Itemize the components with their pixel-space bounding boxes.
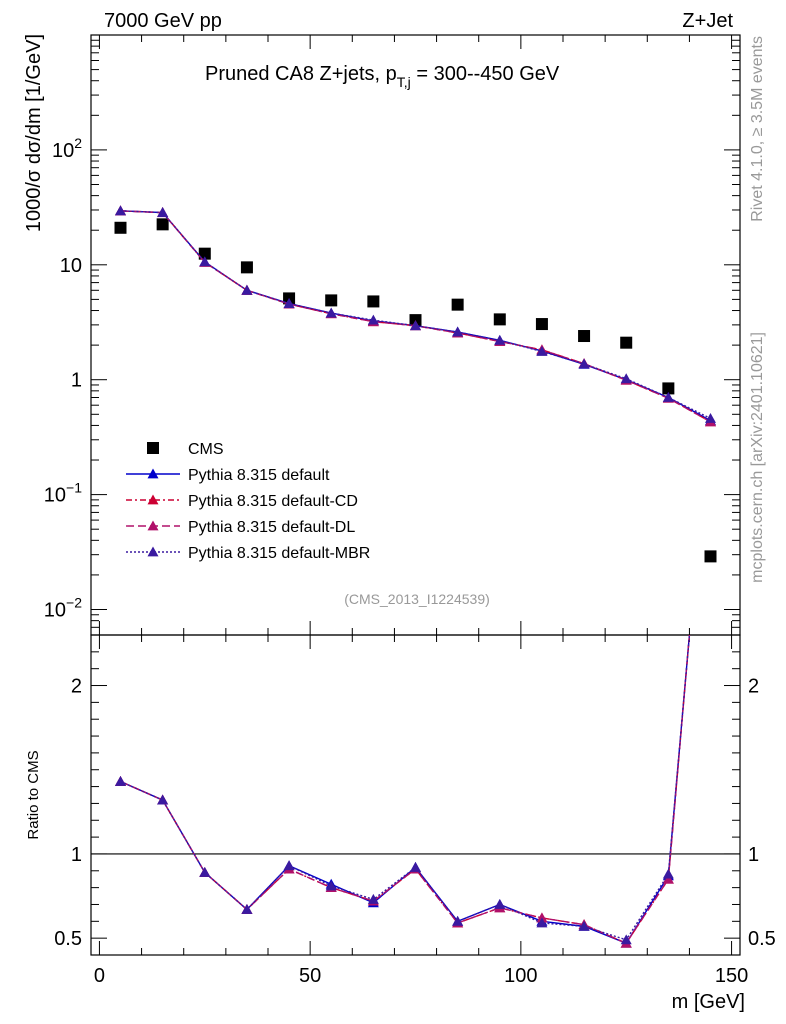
main-y-tick-label: 1 xyxy=(71,370,82,392)
mc-series-marker xyxy=(620,373,632,384)
ratio-y-tick-label: 1 xyxy=(71,844,82,866)
analysis-id-label: (CMS_2013_I1224539) xyxy=(344,591,490,607)
ratio-series-marker xyxy=(199,866,211,877)
legend-label: Pythia 8.315 default-MBR xyxy=(188,545,370,562)
ratio-y-tick-label: 0.5 xyxy=(54,928,82,950)
mc-series-marker xyxy=(367,314,379,325)
mc-series-line xyxy=(120,210,711,420)
mc-series-marker xyxy=(578,358,590,369)
mc-series-marker xyxy=(241,284,253,295)
ratio-y-tick-label-right: 0.5 xyxy=(748,928,776,950)
legend-marker xyxy=(147,546,159,557)
main-panel-series xyxy=(114,205,717,563)
main-y-tick-label: 10−2 xyxy=(44,595,82,622)
main-y-tick-label: 10−1 xyxy=(44,480,82,507)
x-tick-label: 0 xyxy=(94,965,105,987)
mc-series-marker xyxy=(705,412,716,423)
main-plot-title: Pruned CA8 Z+jets, pT,j = 300--450 GeV xyxy=(205,63,560,90)
ratio-series-marker xyxy=(494,898,506,909)
header-right-label: Z+Jet xyxy=(682,10,733,32)
header-left-label: 7000 GeV pp xyxy=(104,10,222,32)
cms-data-point xyxy=(367,295,380,308)
ratio-series-marker xyxy=(578,920,590,931)
mc-series-marker xyxy=(410,320,421,331)
legend-label: Pythia 8.315 default xyxy=(188,467,330,484)
ratio-series-marker xyxy=(283,860,295,871)
ratio-series-marker xyxy=(536,917,548,928)
legend-cms-marker xyxy=(147,442,159,454)
cms-data-point xyxy=(578,330,591,343)
cms-data-point xyxy=(535,318,548,331)
mc-series-marker xyxy=(494,334,506,345)
main-y-tick-label: 10 xyxy=(60,255,82,277)
legend-label: Pythia 8.315 default-CD xyxy=(188,493,358,510)
ratio-series-marker xyxy=(452,915,464,926)
mc-series-marker xyxy=(115,205,126,216)
cms-data-point xyxy=(240,261,253,274)
mc-series-marker xyxy=(662,392,674,402)
legend: CMS Pythia 8.315 default Pythia 8.315 defa… xyxy=(126,441,370,562)
ratio-series-line xyxy=(120,634,691,945)
mc-series-marker xyxy=(452,326,464,337)
legend-marker xyxy=(147,520,159,531)
ratio-y-tick-label-right: 1 xyxy=(748,844,759,866)
cms-data-point xyxy=(493,313,506,326)
ratio-series-marker xyxy=(410,861,421,872)
cms-data-point xyxy=(620,336,633,349)
legend-marker xyxy=(147,494,159,505)
mc-series-marker xyxy=(157,207,169,217)
legend-marker xyxy=(147,468,159,479)
mc-series-marker xyxy=(283,298,295,308)
cms-data-point xyxy=(114,221,127,234)
cms-data-point xyxy=(325,294,338,307)
ratio-panel-series xyxy=(115,634,691,948)
cms-data-point xyxy=(451,298,464,311)
main-y-axis-title: 1000/σ dσ/dm [1/GeV] xyxy=(23,34,45,232)
cms-data-point xyxy=(409,314,422,327)
main-y-tick-label: 102 xyxy=(52,135,82,162)
x-tick-label: 150 xyxy=(715,965,748,987)
x-axis-title: m [GeV] xyxy=(672,991,745,1013)
ratio-y-tick-label: 2 xyxy=(71,676,82,698)
x-tick-label: 50 xyxy=(299,965,321,987)
ratio-y-axis-title: Ratio to CMS xyxy=(25,750,42,839)
cms-data-point xyxy=(198,247,211,260)
rivet-version-text: Rivet 4.1.0, ≥ 3.5M events xyxy=(749,36,766,222)
ratio-series-line xyxy=(120,634,691,945)
ratio-y-tick-label-right: 2 xyxy=(748,676,759,698)
ratio-series-marker xyxy=(115,776,126,786)
legend-label: CMS xyxy=(188,441,224,458)
main-panel-frame: 10−2 10−1 1 10 102 xyxy=(44,34,741,636)
cms-data-point xyxy=(662,382,675,395)
ratio-series-marker xyxy=(325,880,337,891)
ratio-series-line xyxy=(120,634,691,945)
ratio-panel-border xyxy=(90,634,741,956)
ratio-series-marker xyxy=(662,868,674,879)
cms-data-point xyxy=(156,218,169,231)
ratio-series-marker xyxy=(620,934,632,945)
ratio-series-marker xyxy=(662,873,674,884)
ratio-series-line xyxy=(120,634,691,941)
mcplots-reference-text: mcplots.cern.ch [arXiv:2401.10621] xyxy=(749,332,766,583)
ratio-series-marker xyxy=(367,893,379,904)
mc-series-marker xyxy=(536,345,548,356)
ratio-series-marker xyxy=(536,912,548,923)
mc-series-marker xyxy=(199,256,211,267)
x-tick-label: 100 xyxy=(504,965,537,987)
cms-data-point xyxy=(704,550,717,563)
ratio-series-marker xyxy=(157,794,169,805)
ratio-series-marker xyxy=(241,904,253,914)
legend-label: Pythia 8.315 default-DL xyxy=(188,519,355,536)
mc-series-marker xyxy=(325,307,337,318)
